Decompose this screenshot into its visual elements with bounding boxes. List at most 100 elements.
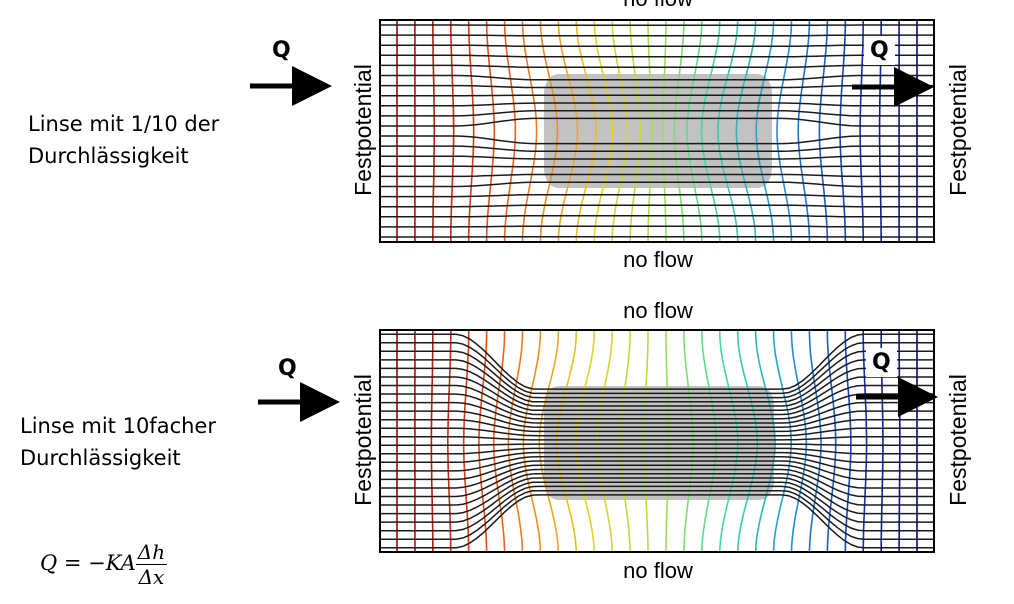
streamline <box>380 481 934 523</box>
streamline <box>380 173 934 178</box>
equipotential-line <box>478 330 488 553</box>
equipotential-line <box>447 330 452 553</box>
streamline <box>380 468 934 498</box>
equipotential-line <box>818 19 829 243</box>
streamline <box>380 427 934 437</box>
equipotential-line <box>521 19 538 243</box>
streamline <box>380 181 934 188</box>
streamline <box>380 110 934 117</box>
q-outflow-label-top: Q <box>864 36 895 65</box>
equipotential-line <box>643 330 649 552</box>
streamline <box>380 145 934 152</box>
equipotential-line <box>776 19 793 243</box>
equipotential-line <box>522 330 542 553</box>
equipotential-line <box>683 330 694 553</box>
festpotential-right-bottom-panel: Festpotential <box>945 374 971 506</box>
streamline <box>380 225 934 228</box>
streamline <box>380 418 934 433</box>
streamline <box>380 155 934 160</box>
streamline <box>380 204 934 208</box>
streamline <box>380 44 934 48</box>
formula-lhs: Q = −KA <box>40 551 136 575</box>
formula-denominator: Δx <box>138 565 165 589</box>
flow-net-panel-top <box>379 19 935 243</box>
streamline <box>380 342 934 395</box>
equipotential-line <box>754 329 776 553</box>
caption-bottom: Linse mit 10facher Durchlässigkeit <box>20 410 216 474</box>
streamline <box>380 359 934 403</box>
streamline <box>380 451 934 464</box>
streamline <box>380 350 934 399</box>
equipotential-line <box>701 329 717 553</box>
streamline <box>380 64 934 69</box>
streamline <box>380 384 934 416</box>
caption-bottom-line2: Durchlässigkeit <box>20 446 181 470</box>
streamline <box>380 74 934 81</box>
model-domain-frame <box>379 329 935 553</box>
streamline <box>380 494 934 549</box>
streamline <box>380 435 934 441</box>
no-flow-bottom-boundary-bottom-panel: no flow <box>623 558 693 583</box>
q-outflow-label-bottom: Q <box>866 348 897 377</box>
streamline <box>380 472 934 506</box>
streamline <box>380 84 934 89</box>
streamline <box>380 401 934 424</box>
equipotential-line <box>844 330 852 553</box>
streamline <box>380 393 934 420</box>
no-flow-top-boundary-top-panel: no flow <box>578 0 738 12</box>
streamline <box>380 410 934 428</box>
streamline <box>380 367 934 407</box>
streamline <box>380 117 934 127</box>
equipotential-line <box>719 330 739 553</box>
streamline <box>380 193 934 198</box>
equipotential-line <box>790 330 808 553</box>
streamline <box>380 214 934 218</box>
flow-net-panel-bottom <box>379 329 935 553</box>
streamline <box>380 135 934 145</box>
equipotential-line <box>808 329 822 553</box>
equipotential-line <box>492 329 506 553</box>
caption-top-line1: Linse mit 1/10 der <box>28 112 220 136</box>
equipotential-line <box>432 20 436 242</box>
equipotential-line <box>450 20 455 242</box>
equipotential-line <box>596 329 613 553</box>
festpotential-left-bottom-panel: Festpotential <box>350 374 376 506</box>
model-domain-frame <box>379 19 935 243</box>
formula-fraction: Δh Δx <box>135 540 168 589</box>
equipotential-line <box>736 329 759 553</box>
equipotential-line <box>797 20 811 242</box>
festpotential-right-top-panel: Festpotential <box>945 64 971 196</box>
q-inflow-label-bottom: Q <box>278 356 297 381</box>
formula-numerator: Δh <box>135 540 168 565</box>
streamline <box>380 460 934 481</box>
equipotential-line <box>618 330 631 553</box>
equipotential-line <box>772 330 793 553</box>
equipotential-line <box>574 330 595 553</box>
equipotential-line <box>665 330 670 552</box>
no-flow-top-boundary-bottom-panel: no flow <box>623 298 693 323</box>
equipotential-line <box>898 330 901 552</box>
q-inflow-label-top: Q <box>272 38 291 63</box>
equipotential-line <box>430 330 434 552</box>
equipotential-line <box>862 330 868 553</box>
streamline <box>380 376 934 412</box>
caption-bottom-line1: Linse mit 10facher <box>20 414 216 438</box>
streamline <box>380 456 934 472</box>
streamline <box>380 447 934 455</box>
no-flow-bottom-boundary-top-panel: no flow <box>623 247 693 272</box>
equipotential-line <box>462 330 470 553</box>
streamline <box>380 489 934 540</box>
caption-top-line2: Durchlässigkeit <box>28 144 189 168</box>
equipotential-line <box>538 329 560 553</box>
streamline <box>380 443 934 447</box>
equipotential-line <box>485 19 496 243</box>
equipotential-line <box>859 20 864 242</box>
festpotential-left-top-panel: Festpotential <box>350 64 376 196</box>
equipotential-line <box>503 20 517 242</box>
streamline <box>380 464 934 489</box>
streamline <box>380 333 934 390</box>
streamline <box>380 54 934 58</box>
equipotential-line <box>839 20 847 242</box>
streamline <box>380 102 934 107</box>
